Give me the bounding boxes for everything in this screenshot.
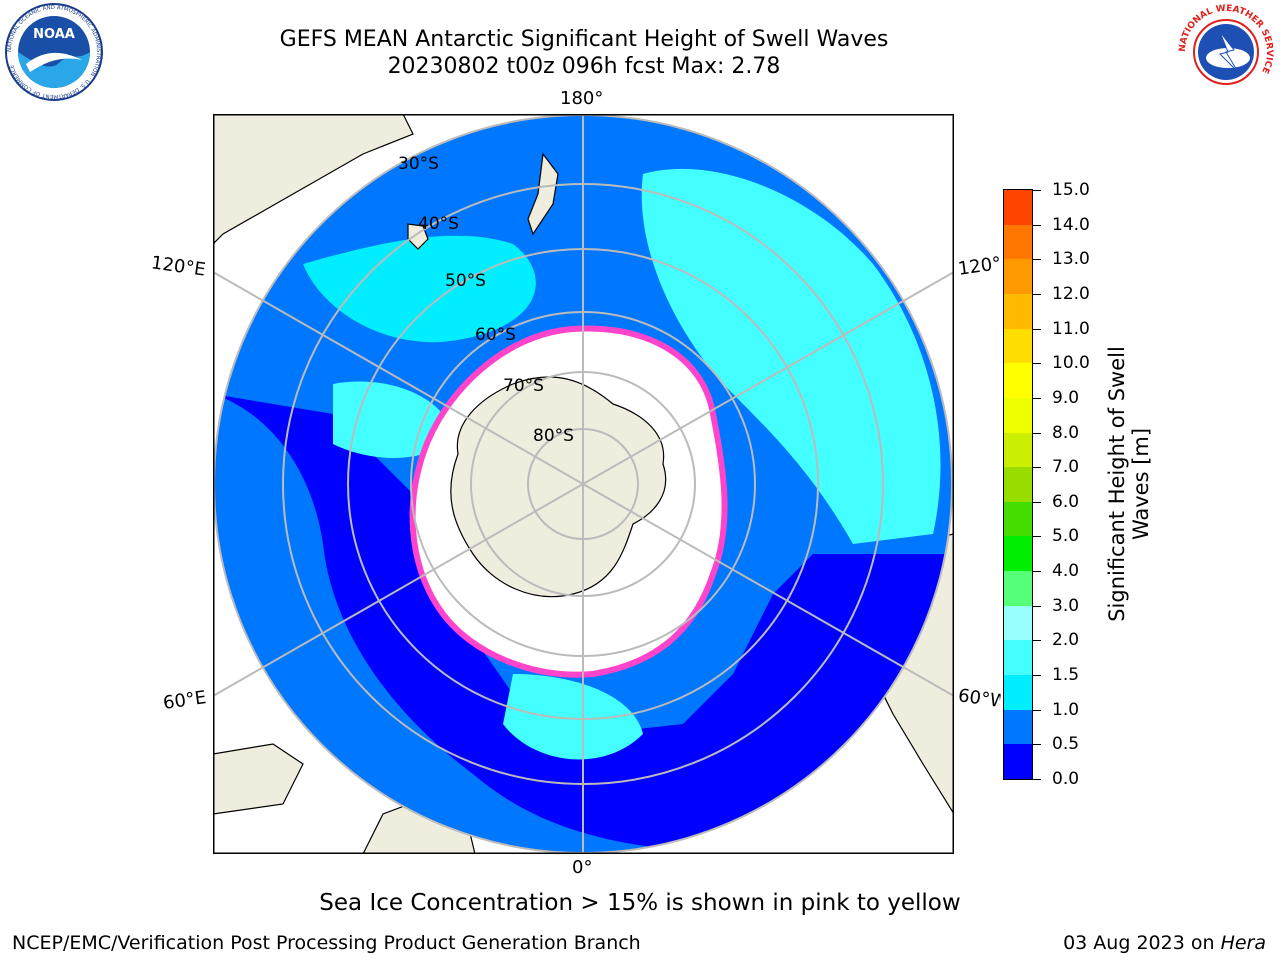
colorbar-tick-label: 4.0 [1052,561,1080,582]
colorbar-tick-label: 12.0 [1052,283,1090,304]
footer-branch: NCEP/EMC/Verification Post Processing Pr… [12,932,641,954]
colorbar-tick-label: 2.0 [1052,630,1080,651]
lon-label-60w: 60°W [956,685,1002,712]
colorbar-title: Significant Height of Swell Waves [m] [1105,346,1153,622]
colorbar-tick-label: 11.0 [1052,318,1090,339]
colorbar-segment [1004,258,1032,294]
ocean-high-swell-4 [503,674,643,760]
lon-label-180: 180° [560,88,604,109]
colorbar-tick [1033,293,1041,295]
lat-label-70s: 70°S [503,376,544,396]
colorbar-tick-label: 15.0 [1052,180,1090,200]
colorbar-segment [1004,605,1032,641]
lon-label-0: 0° [572,857,593,878]
colorbar-tick [1033,675,1041,677]
colorbar-tick-label: 8.0 [1052,422,1080,443]
colorbar-tick-label: 3.0 [1052,595,1080,616]
colorbar-tick-label: 10.0 [1052,353,1090,374]
colorbar [1003,189,1033,780]
colorbar-tick-label: 1.0 [1052,699,1080,720]
colorbar-tick [1033,536,1041,538]
map-border [213,114,954,854]
colorbar-title-line1: Significant Height of Swell [1104,346,1129,622]
land-antarctica [450,376,667,598]
colorbar-tick-label: 5.0 [1052,526,1080,547]
colorbar-segment [1004,328,1032,364]
colorbar-segment [1004,432,1032,468]
colorbar-segment [1004,674,1032,710]
colorbar-segment [1004,362,1032,398]
lat-label-60s: 60°S [475,325,516,345]
colorbar-segment [1004,570,1032,606]
colorbar-segment [1004,501,1032,537]
colorbar-tick [1033,571,1041,573]
polar-map: 30°S 40°S 50°S 60°S 70°S 80°S [213,114,954,854]
colorbar-segment [1004,293,1032,329]
colorbar-tick-label: 1.5 [1052,665,1080,686]
footer-host: Hera [1220,932,1266,954]
lat-label-50s: 50°S [445,271,486,291]
colorbar-tick [1033,467,1041,469]
colorbar-tick [1033,709,1041,711]
land-new-zealand [527,152,559,236]
colorbar-segment [1004,535,1032,572]
ocean-high-swell-1 [303,235,536,343]
lat-label-40s: 40°S [418,214,459,234]
colorbar-tick [1033,190,1041,191]
colorbar-tick-label: 0.0 [1052,769,1080,789]
lat-label-80s: 80°S [533,426,574,446]
colorbar-tick-label: 6.0 [1052,491,1080,512]
colorbar-segment [1004,743,1032,779]
sea-ice-note: Sea Ice Concentration > 15% is shown in … [319,890,961,916]
colorbar-tick [1033,501,1041,503]
colorbar-tick-label: 0.5 [1052,734,1080,755]
noaa-logo-text: NOAA [33,27,75,42]
colorbar-tick-label: 7.0 [1052,457,1080,478]
colorbar-tick-label: 13.0 [1052,249,1090,270]
colorbar-tick-label: 14.0 [1052,214,1090,235]
colorbar-tick [1033,328,1041,330]
lon-label-60e: 60°E [161,687,208,714]
colorbar-segment [1004,397,1032,433]
colorbar-tick [1033,605,1041,607]
colorbar-tick [1033,363,1041,365]
ocean-high-swell-2 [641,168,941,544]
colorbar-segment [1004,709,1032,745]
lat-label-30s: 30°S [398,154,439,174]
colorbar-title-line2: Waves [m] [1129,427,1153,541]
colorbar-segment [1004,639,1032,676]
footer-date-text: 03 Aug 2023 on [1063,932,1221,954]
chart-subtitle: 20230802 t00z 096h fcst Max: 2.78 [387,54,781,79]
land-australia-west [213,114,414,245]
colorbar-tick [1033,259,1041,261]
footer-date: 03 Aug 2023 on Hera [1063,932,1266,954]
colorbar-segment [1004,224,1032,260]
land-madagascar [213,743,304,815]
ocean-low-swell [214,394,952,853]
colorbar-tick [1033,397,1041,399]
colorbar-tick [1033,224,1041,226]
colorbar-segment [1004,189,1032,225]
nws-logo: NATIONAL WEATHER SERVICE [1178,4,1274,100]
noaa-logo: NATIONAL OCEANIC AND ATMOSPHERIC ADMINIS… [5,3,103,101]
colorbar-tick [1033,432,1041,434]
lon-label-120e: 120°E [149,252,207,281]
chart-title: GEFS MEAN Antarctic Significant Height o… [279,27,889,52]
colorbar-segment [1004,466,1032,502]
colorbar-tick [1033,744,1041,746]
colorbar-tick [1033,779,1041,780]
lon-label-120w: 120°W [956,253,1002,280]
colorbar-tick-label: 9.0 [1052,387,1080,408]
colorbar-tick [1033,640,1041,642]
